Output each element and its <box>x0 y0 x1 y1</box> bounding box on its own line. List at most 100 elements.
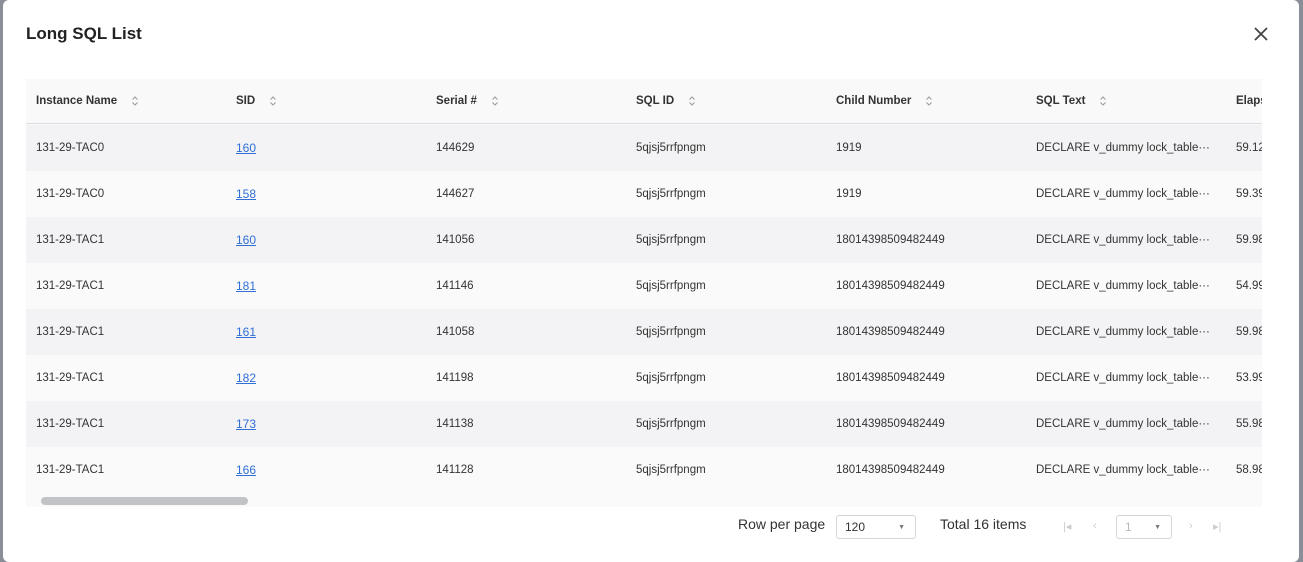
sql-table: Instance Name SID Serial # SQL ID Child Numb… <box>26 79 1262 507</box>
cell-elapsed: 55.98 <box>1236 418 1262 430</box>
close-icon[interactable] <box>1251 24 1271 44</box>
cell-serial: 141058 <box>436 326 475 338</box>
cell-instance: 131-29-TAC1 <box>36 280 105 292</box>
cell-instance: 131-29-TAC1 <box>36 326 105 338</box>
table-row[interactable]: 131-29-TAC1 160 141056 5qjsj5rrfpngm 1801439… <box>26 217 1262 263</box>
caret-down-icon: ▼ <box>898 524 905 531</box>
column-header[interactable]: Child Number <box>836 79 933 123</box>
cell-serial: 141138 <box>436 418 474 430</box>
column-header[interactable]: Serial # <box>436 79 499 123</box>
cell-sql-id: 5qjsj5rrfpngm <box>636 188 706 200</box>
cell-instance: 131-29-TAC1 <box>36 234 105 246</box>
cell-elapsed: 59.12 <box>1236 142 1262 154</box>
horizontal-scrollbar[interactable] <box>41 497 248 505</box>
table-row[interactable]: 131-29-TAC1 161 141058 5qjsj5rrfpngm 1801439… <box>26 309 1262 355</box>
sid-link[interactable]: 166 <box>236 463 257 477</box>
cell-sql-id: 5qjsj5rrfpngm <box>636 464 706 476</box>
column-header-label: Elapsed <box>1236 95 1262 107</box>
column-header[interactable]: SQL ID <box>636 79 696 123</box>
cell-elapsed: 59.98 <box>1236 326 1262 338</box>
cell-serial: 141056 <box>436 234 475 246</box>
column-header-label: SQL ID <box>636 95 675 107</box>
cell-text: DECLARE v_dummy lock_table··· <box>1036 418 1210 430</box>
cell-elapsed: 53.99 <box>1236 372 1262 384</box>
cell-elapsed: 58.98 <box>1236 464 1262 476</box>
cell-text: DECLARE v_dummy lock_table··· <box>1036 464 1210 476</box>
column-header[interactable]: Elapsed <box>1236 79 1262 123</box>
cell-serial: 141198 <box>436 372 474 384</box>
first-page-icon[interactable]: |◂ <box>1063 521 1072 533</box>
sid-link[interactable]: 182 <box>236 371 257 385</box>
column-header-label: Serial # <box>436 95 477 107</box>
prev-page-icon[interactable]: ‹ <box>1093 520 1097 532</box>
cell-child: 18014398509482449 <box>836 418 945 430</box>
next-page-icon[interactable]: › <box>1189 520 1193 532</box>
cell-text: DECLARE v_dummy lock_table··· <box>1036 142 1210 154</box>
cell-elapsed: 54.99 <box>1236 280 1262 292</box>
table-row[interactable]: 131-29-TAC1 182 141198 5qjsj5rrfpngm 1801439… <box>26 355 1262 401</box>
sort-icon[interactable] <box>925 95 933 107</box>
column-header[interactable]: SQL Text <box>1036 79 1107 123</box>
table-row[interactable]: 131-29-TAC0 158 144627 5qjsj5rrfpngm 1919 DEC… <box>26 171 1262 217</box>
total-items: Total 16 items <box>940 516 1027 532</box>
sort-icon[interactable] <box>491 95 499 107</box>
sid-link[interactable]: 161 <box>236 325 257 339</box>
column-header-label: SID <box>236 95 256 107</box>
cell-elapsed: 59.39 <box>1236 188 1262 200</box>
cell-sql-id: 5qjsj5rrfpngm <box>636 418 706 430</box>
sort-icon[interactable] <box>269 95 277 107</box>
cell-child: 18014398509482449 <box>836 372 945 384</box>
sort-icon[interactable] <box>131 95 139 107</box>
cell-child: 18014398509482449 <box>836 464 945 476</box>
cell-text: DECLARE v_dummy lock_table··· <box>1036 234 1210 246</box>
sort-icon[interactable] <box>688 95 696 107</box>
cell-text: DECLARE v_dummy lock_table··· <box>1036 372 1210 384</box>
column-header[interactable]: SID <box>236 79 277 123</box>
cell-sql-id: 5qjsj5rrfpngm <box>636 142 706 154</box>
cell-instance: 131-29-TAC0 <box>36 188 105 200</box>
column-header-label: SQL Text <box>1036 95 1086 107</box>
sort-icon[interactable] <box>1099 95 1107 107</box>
cell-child: 18014398509482449 <box>836 280 945 292</box>
table-row[interactable]: 131-29-TAC0 160 144629 5qjsj5rrfpngm 1919 DEC… <box>26 125 1262 171</box>
table-row[interactable]: 131-29-TAC1 181 141146 5qjsj5rrfpngm 1801439… <box>26 263 1262 309</box>
last-page-icon[interactable]: ▸| <box>1213 521 1222 533</box>
cell-sql-id: 5qjsj5rrfpngm <box>636 326 706 338</box>
rows-per-page-label: Row per page <box>738 516 826 532</box>
cell-sql-id: 5qjsj5rrfpngm <box>636 234 706 246</box>
column-header-label: Instance Name <box>36 95 118 107</box>
cell-serial: 144629 <box>436 142 475 154</box>
cell-sql-id: 5qjsj5rrfpngm <box>636 372 706 384</box>
cell-serial: 141146 <box>436 280 474 292</box>
rows-per-page-value: 120 <box>845 520 866 534</box>
cell-child: 18014398509482449 <box>836 326 945 338</box>
cell-text: DECLARE v_dummy lock_table··· <box>1036 188 1210 200</box>
cell-instance: 131-29-TAC1 <box>36 372 105 384</box>
cell-serial: 144627 <box>436 188 475 200</box>
cell-sql-id: 5qjsj5rrfpngm <box>636 280 706 292</box>
sid-link[interactable]: 160 <box>236 141 257 155</box>
column-header[interactable]: Instance Name <box>36 79 139 123</box>
cell-elapsed: 59.98 <box>1236 234 1262 246</box>
sid-link[interactable]: 160 <box>236 233 257 247</box>
long-sql-dialog: Long SQL List Instance Name SID Serial # SQ… <box>3 0 1299 562</box>
table-row[interactable]: 131-29-TAC1 173 141138 5qjsj5rrfpngm 1801439… <box>26 401 1262 447</box>
cell-child: 1919 <box>836 188 862 200</box>
sid-link[interactable]: 181 <box>236 279 257 293</box>
sid-link[interactable]: 173 <box>236 417 257 431</box>
cell-instance: 131-29-TAC1 <box>36 464 105 476</box>
column-header-label: Child Number <box>836 95 912 107</box>
page-value: 1 <box>1125 520 1132 534</box>
caret-down-icon: ▼ <box>1154 524 1161 531</box>
cell-text: DECLARE v_dummy lock_table··· <box>1036 326 1210 338</box>
cell-child: 18014398509482449 <box>836 234 945 246</box>
cell-text: DECLARE v_dummy lock_table··· <box>1036 280 1210 292</box>
sid-link[interactable]: 158 <box>236 187 257 201</box>
cell-instance: 131-29-TAC0 <box>36 142 105 154</box>
table-row[interactable]: 131-29-TAC1 166 141128 5qjsj5rrfpngm 1801439… <box>26 447 1262 493</box>
rows-per-page-select[interactable]: 120 ▼ <box>836 515 916 539</box>
table-header: Instance Name SID Serial # SQL ID Child Numb… <box>26 79 1262 124</box>
dialog-title: Long SQL List <box>26 24 142 43</box>
page-select[interactable]: 1 ▼ <box>1116 515 1172 539</box>
cell-instance: 131-29-TAC1 <box>36 418 105 430</box>
